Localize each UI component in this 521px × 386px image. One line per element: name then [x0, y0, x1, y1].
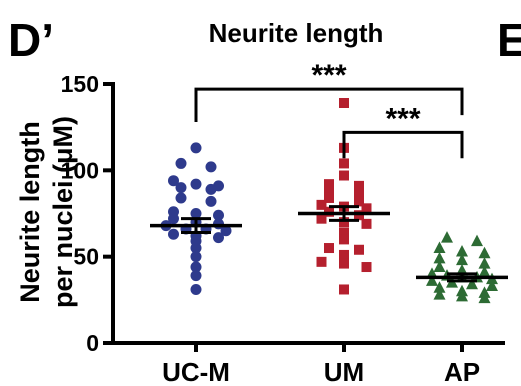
um-data-point	[354, 180, 364, 191]
um-data-point	[324, 179, 334, 190]
ap-data-point	[433, 241, 446, 254]
y-tick-label: 0	[86, 330, 99, 356]
x-tick-label: AP	[444, 357, 480, 386]
uc-m-data-point	[190, 242, 202, 254]
uc-m-data-point	[220, 225, 232, 237]
significance-annotations: *** ***	[194, 59, 464, 159]
um-data-point	[339, 284, 349, 295]
x-tick-label: UC-M	[162, 357, 230, 386]
um-data-point	[324, 243, 334, 254]
ap-data-point	[456, 244, 468, 257]
uc-m-data-point	[175, 157, 187, 169]
um-data-point	[316, 199, 327, 210]
um-data-point	[354, 196, 364, 207]
significance-bracket	[342, 130, 464, 159]
ap-data-point	[433, 281, 446, 293]
um-data-point	[339, 258, 349, 269]
panel-label: D’	[8, 14, 54, 66]
um-data-point	[339, 234, 349, 245]
uc-m-data-point	[175, 192, 187, 204]
ap-data-point	[478, 257, 491, 269]
um-data-point	[316, 213, 327, 224]
uc-m-data-point	[190, 283, 202, 295]
ap-data-point	[456, 289, 468, 302]
y-tick-label: 150	[61, 71, 99, 97]
ap-data-point	[478, 265, 491, 278]
significance-label: ***	[385, 102, 420, 135]
um-data-point	[324, 186, 334, 197]
um-data-point	[339, 227, 349, 238]
ap-data-point	[433, 260, 446, 273]
um-data-point	[361, 218, 372, 229]
significance-bracket	[194, 87, 464, 122]
uc-m-data-point	[190, 261, 202, 273]
ap-data-point	[478, 246, 491, 259]
y-axis-label-line1: Neurite length	[15, 121, 45, 303]
ap-data-point	[426, 274, 438, 286]
significance-label: ***	[311, 59, 346, 92]
um-data-point	[354, 244, 364, 255]
y-tick-label: 50	[73, 244, 99, 270]
um-data-point	[339, 97, 349, 108]
um-data-point	[361, 262, 372, 273]
uc-m-data-point	[213, 232, 224, 244]
ap-data-point	[478, 291, 491, 304]
ap-data-point	[433, 251, 446, 264]
ap-data-point	[441, 231, 453, 243]
um-data-point	[354, 189, 364, 200]
uc-m-data-point	[190, 251, 202, 263]
uc-m-data-point	[205, 195, 217, 207]
ap-data-point	[456, 253, 468, 266]
um-data-point	[339, 158, 349, 169]
uc-m-data-point	[175, 182, 187, 194]
uc-m-data-point	[190, 270, 202, 282]
ap-data-point	[471, 234, 483, 247]
um-data-point	[316, 256, 327, 267]
mean-sem-bars	[150, 205, 508, 283]
um-data-point	[339, 249, 349, 260]
data-marks	[160, 97, 498, 304]
uc-m-data-point	[205, 183, 217, 195]
um-data-point	[339, 170, 349, 181]
um-data-point	[339, 217, 349, 228]
um-data-point	[361, 203, 372, 214]
chart-title: Neurite length	[209, 18, 384, 48]
axes: 0 50 100 150 UC-M UM AP	[61, 71, 505, 386]
next-panel-label: E	[497, 14, 521, 66]
uc-m-data-point	[190, 142, 202, 154]
uc-m-data-point	[190, 208, 202, 219]
uc-m-data-point	[168, 228, 179, 240]
ap-data-point	[486, 279, 498, 292]
ap-data-point	[466, 277, 478, 290]
x-tick-label: UM	[324, 357, 364, 386]
uc-m-data-point	[190, 178, 202, 190]
y-tick-label: 100	[61, 157, 99, 183]
uc-m-data-point	[168, 213, 179, 225]
uc-m-data-point	[205, 161, 217, 173]
um-data-point	[324, 192, 334, 203]
y-axis-label-line2: per nuclei (μM)	[48, 116, 78, 308]
uc-m-data-point	[213, 209, 224, 221]
ap-data-point	[433, 288, 446, 300]
y-axis-label: Neurite length per nuclei (μM)	[15, 116, 78, 308]
uc-m-data-point	[168, 175, 179, 187]
